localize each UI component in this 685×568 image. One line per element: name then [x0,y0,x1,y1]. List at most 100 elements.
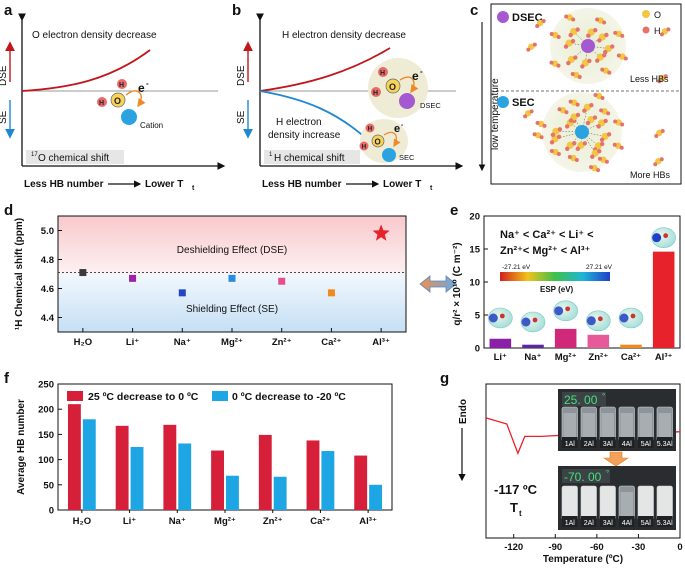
y-tick-label: 0 [49,506,54,517]
x-tick-label: -120 [504,542,523,553]
free-water-hydrogen [659,32,664,37]
y-tick-label: 150 [38,430,54,441]
square-marker [178,289,186,297]
bar-red [258,434,272,510]
outer-water-hydrogen [575,102,580,107]
electron-label-2: e [394,123,400,135]
outer-water-hydrogen [568,99,573,104]
vial-liquid [639,413,652,439]
water-hydrogen [589,103,594,108]
bar [522,344,544,348]
bar [652,251,675,348]
outer-water-hydrogen [600,67,605,72]
outer-water-hydrogen [616,53,621,58]
temperature-degree: ° [602,392,605,401]
outer-water-hydrogen [620,33,625,38]
electron-arrow [125,90,146,108]
x-tick-label: Li⁺ [126,337,139,348]
panel-letter: f [4,370,10,387]
free-water-hydrogen [529,109,534,114]
bar [554,328,577,348]
hydrogen-atom-2 [378,67,388,77]
temperature-display [562,469,610,483]
plot-frame [485,383,681,539]
y-tick-label: 100 [38,455,54,466]
water-hydrogen [557,127,563,132]
vial-label: 4Al [622,441,633,448]
y-tick-label: 5.0 [41,226,54,237]
esp-cation-lobe [521,317,531,327]
axes: -120 -90 -60 -30 0 [504,534,683,553]
legend-o-dot [642,10,650,18]
bar-red [211,450,224,510]
double-arrow-icon [419,275,457,293]
x-label-subscript: t [430,185,433,192]
tt-label: T [510,500,518,515]
free-water-hydrogen [663,74,668,79]
frozen-vial [580,485,597,521]
water-hydrogen [582,108,587,113]
oxygen-atom-2 [371,134,385,148]
water-hydrogen [556,134,562,139]
x-tick-label: Al³⁺ [372,337,390,348]
legend-h-dot [642,26,650,34]
esp-cation-lobe [554,306,564,316]
outer-water-hydrogen [607,70,612,75]
free-water-hydrogen [523,114,528,119]
x-tick-label: Na⁺ [174,337,191,348]
y-axis-label: ¹H Chemical shift (ppm) [14,218,25,330]
water-hydrogen [565,146,570,151]
y-axis-label: q/r² × 10¹⁰ (C m⁻²) [452,242,463,325]
y-tick-label: 5 [475,311,481,322]
panel-e: e 0 5 10 15 20 Li⁺ Na⁺ Mg²⁺ Zn²⁺ Ca²⁺ Al³⁺ Na⁺ < C… [450,202,681,363]
bars [67,404,383,510]
bar [489,338,512,348]
outer-water-hydrogen [556,63,561,68]
vial-liquid [658,413,671,439]
outer-water-hydrogen [549,31,554,36]
esp-cation-lobe [652,233,662,243]
hydrogen-atom [371,87,381,97]
vial-label: 1Al [565,520,576,527]
outer-water-hydrogen [567,154,572,159]
sec-center-cation [575,125,589,139]
shift-superscript: 17 [31,152,38,158]
x-tick-label: -30 [632,542,646,553]
water-hydrogen [587,58,592,64]
shift-label: H chemical shift [274,153,345,164]
vial-label-strip [638,437,654,448]
free-water-hydrogen [653,162,658,167]
outer-water-hydrogen [564,14,569,19]
panel-letter: c [470,2,478,19]
ion-order-line-2: Zn²⁺< Mg²⁺ < Al³⁺ [500,245,591,257]
water-hydrogen [585,120,591,126]
bar-blue [226,475,239,510]
x-tick-label: Na⁺ [169,516,186,527]
outer-water-hydrogen [556,152,561,157]
outer-water-hydrogen [599,108,604,113]
square-marker [129,274,137,282]
photo-25: 1Al 2Al 3Al 4Al 5Al 5.3Al 25. 00 ° [558,389,676,451]
water-hydrogen [604,32,609,38]
water-hydrogen [602,52,607,58]
water-hydrogen [575,146,581,152]
sec-label: SEC [399,153,415,162]
esp-molecule [586,310,611,332]
esp-oxygen [663,233,669,239]
y-tick-label: 4.8 [41,255,54,266]
star-marker [372,224,390,241]
esp-oxygen [597,316,603,322]
x-label-left: Less HB number [24,179,104,190]
water-hydrogen [563,44,569,49]
water-hydrogen [610,44,615,49]
vial-label-strip [657,437,673,448]
water-hydrogen [592,115,598,120]
outer-water-hydrogen [612,142,617,147]
outer-water-hydrogen [570,71,575,76]
coordination-bond [587,32,592,47]
x-label-right: Lower T [383,179,421,190]
outer-water-hydrogen [564,110,569,115]
axes: 0 50 100 150 200 250 H₂O Li⁺ Na⁺ Mg²⁺ Zn²⁺ Ca²⁺ Al³⁺ [38,380,377,528]
legend: 25 ºC decrease to 0 ºC 0 ºC decrease to … [67,391,346,403]
hydrogen-label: H [373,90,378,97]
